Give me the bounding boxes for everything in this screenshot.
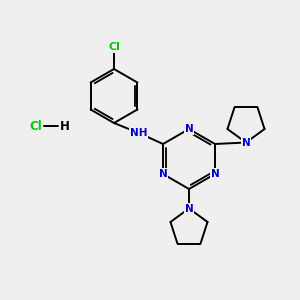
- Text: N: N: [159, 169, 167, 179]
- Text: H: H: [60, 119, 69, 133]
- Text: N: N: [184, 203, 194, 214]
- Text: N: N: [242, 137, 250, 148]
- Text: Cl: Cl: [30, 119, 42, 133]
- Text: N: N: [211, 169, 219, 179]
- Text: Cl: Cl: [108, 42, 120, 52]
- Text: N: N: [184, 124, 194, 134]
- Text: NH: NH: [130, 128, 147, 139]
